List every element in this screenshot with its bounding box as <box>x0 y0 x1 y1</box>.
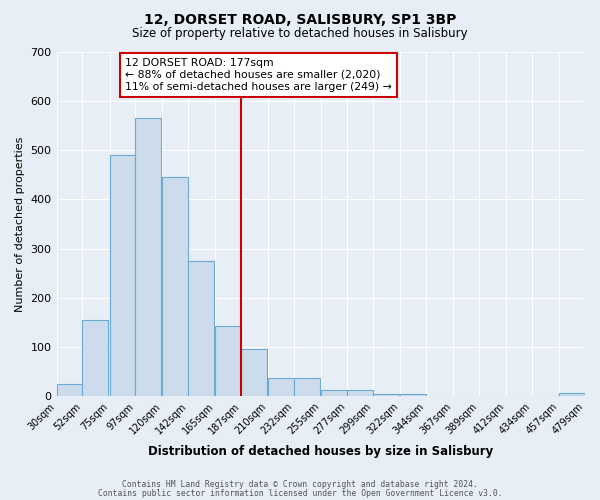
Bar <box>268 378 294 396</box>
Bar <box>347 390 373 396</box>
Bar <box>136 118 161 396</box>
Text: 12 DORSET ROAD: 177sqm
← 88% of detached houses are smaller (2,020)
11% of semi-: 12 DORSET ROAD: 177sqm ← 88% of detached… <box>125 58 392 92</box>
Y-axis label: Number of detached properties: Number of detached properties <box>15 136 25 312</box>
Bar <box>373 394 399 396</box>
Text: Contains HM Land Registry data © Crown copyright and database right 2024.: Contains HM Land Registry data © Crown c… <box>122 480 478 489</box>
X-axis label: Distribution of detached houses by size in Salisbury: Distribution of detached houses by size … <box>148 444 493 458</box>
Bar <box>215 326 241 396</box>
Bar <box>559 394 585 396</box>
Text: Contains public sector information licensed under the Open Government Licence v3: Contains public sector information licen… <box>98 488 502 498</box>
Bar <box>188 261 214 396</box>
Bar <box>110 155 136 396</box>
Bar <box>322 390 347 396</box>
Bar <box>400 394 426 396</box>
Bar <box>163 177 188 396</box>
Bar <box>294 378 320 396</box>
Bar <box>56 384 82 396</box>
Text: 12, DORSET ROAD, SALISBURY, SP1 3BP: 12, DORSET ROAD, SALISBURY, SP1 3BP <box>144 12 456 26</box>
Text: Size of property relative to detached houses in Salisbury: Size of property relative to detached ho… <box>132 28 468 40</box>
Bar <box>241 348 267 397</box>
Bar <box>82 320 109 396</box>
